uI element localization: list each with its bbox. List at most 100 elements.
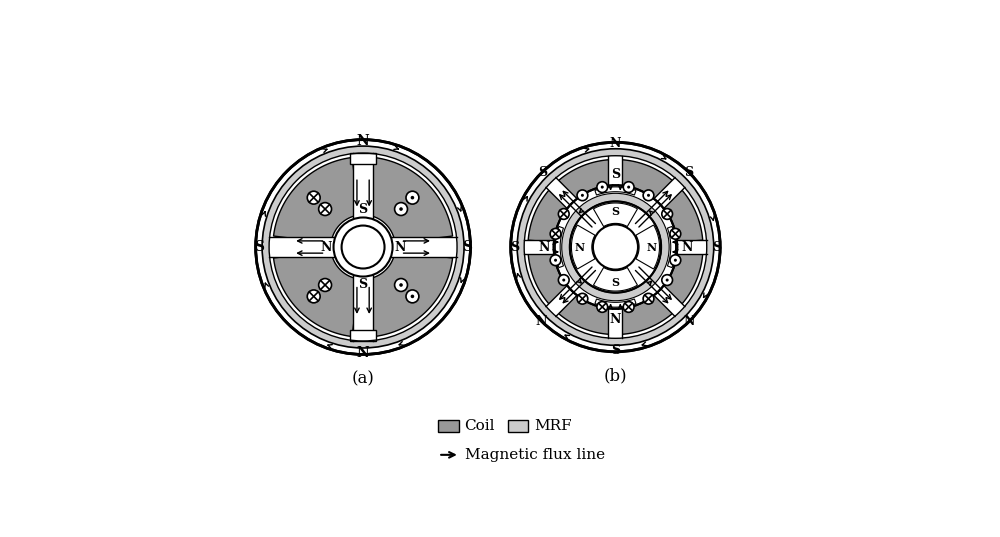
Circle shape (643, 293, 654, 304)
Polygon shape (546, 178, 685, 316)
Circle shape (399, 283, 403, 287)
Polygon shape (546, 178, 685, 316)
Circle shape (597, 302, 608, 313)
Text: S: S (538, 166, 547, 179)
Polygon shape (593, 203, 637, 227)
Bar (508, 420, 528, 432)
Text: S: S (254, 240, 264, 254)
Text: N: N (684, 315, 695, 328)
Text: N: N (646, 242, 656, 252)
Polygon shape (638, 190, 703, 245)
Circle shape (411, 196, 414, 199)
Text: S: S (611, 278, 619, 288)
Polygon shape (274, 251, 359, 337)
Circle shape (662, 275, 673, 286)
Polygon shape (269, 237, 457, 257)
Circle shape (562, 279, 565, 281)
Circle shape (597, 182, 608, 192)
Polygon shape (595, 299, 636, 307)
Circle shape (406, 290, 419, 303)
Polygon shape (274, 157, 359, 243)
Polygon shape (524, 240, 707, 254)
Polygon shape (595, 187, 636, 195)
Text: N: N (357, 346, 369, 360)
Circle shape (307, 191, 320, 204)
Circle shape (262, 146, 464, 348)
Text: N: N (538, 241, 549, 253)
Text: N: N (610, 137, 621, 150)
Polygon shape (269, 237, 457, 257)
Text: Coil: Coil (464, 419, 495, 433)
Text: S: S (359, 278, 368, 291)
Circle shape (627, 186, 630, 188)
Circle shape (550, 255, 561, 266)
Polygon shape (353, 153, 373, 341)
Text: (b): (b) (604, 368, 627, 385)
Circle shape (662, 208, 673, 219)
Circle shape (577, 190, 588, 201)
Circle shape (524, 156, 707, 338)
Text: N: N (357, 134, 369, 148)
Polygon shape (618, 160, 672, 224)
Polygon shape (636, 225, 659, 269)
Circle shape (647, 194, 650, 197)
Circle shape (623, 182, 634, 192)
Polygon shape (571, 225, 595, 269)
Circle shape (558, 208, 569, 219)
Text: MRF: MRF (534, 419, 571, 433)
Circle shape (558, 275, 569, 286)
Circle shape (670, 255, 681, 266)
Text: N: N (394, 241, 406, 253)
Circle shape (666, 279, 669, 281)
Text: N: N (536, 315, 547, 328)
Circle shape (256, 140, 470, 354)
Circle shape (674, 259, 677, 262)
Text: S: S (611, 168, 620, 181)
Polygon shape (350, 153, 376, 164)
Circle shape (670, 228, 681, 239)
Text: N: N (610, 313, 621, 326)
Circle shape (334, 217, 393, 277)
Circle shape (593, 224, 638, 270)
Text: S: S (462, 240, 472, 254)
Polygon shape (546, 178, 685, 316)
Text: S: S (359, 203, 368, 216)
Circle shape (511, 142, 720, 352)
Circle shape (269, 153, 457, 341)
Polygon shape (593, 267, 637, 291)
Text: Magnetic flux line: Magnetic flux line (465, 448, 605, 462)
Circle shape (406, 191, 419, 204)
Bar (438, 420, 459, 432)
Text: S: S (712, 241, 721, 253)
Text: N: N (574, 242, 585, 252)
Circle shape (517, 149, 714, 345)
Polygon shape (367, 251, 453, 337)
Circle shape (399, 207, 403, 211)
Circle shape (319, 202, 332, 215)
Circle shape (577, 293, 588, 304)
Polygon shape (559, 270, 613, 334)
Text: N: N (682, 241, 693, 253)
Circle shape (307, 290, 320, 303)
Polygon shape (546, 178, 685, 316)
Polygon shape (528, 249, 593, 304)
Circle shape (395, 202, 407, 215)
Circle shape (562, 193, 669, 301)
Circle shape (411, 295, 414, 298)
Polygon shape (618, 270, 672, 334)
Circle shape (395, 279, 407, 292)
Circle shape (601, 186, 604, 188)
Polygon shape (353, 153, 373, 341)
Polygon shape (608, 156, 622, 338)
Polygon shape (638, 249, 703, 304)
Circle shape (342, 226, 385, 268)
Circle shape (643, 190, 654, 201)
Circle shape (623, 302, 634, 313)
Polygon shape (555, 227, 563, 267)
Circle shape (319, 279, 332, 292)
Text: S: S (684, 166, 693, 179)
Polygon shape (350, 330, 376, 341)
Text: S: S (611, 344, 620, 357)
Circle shape (554, 259, 557, 262)
Polygon shape (367, 157, 453, 243)
